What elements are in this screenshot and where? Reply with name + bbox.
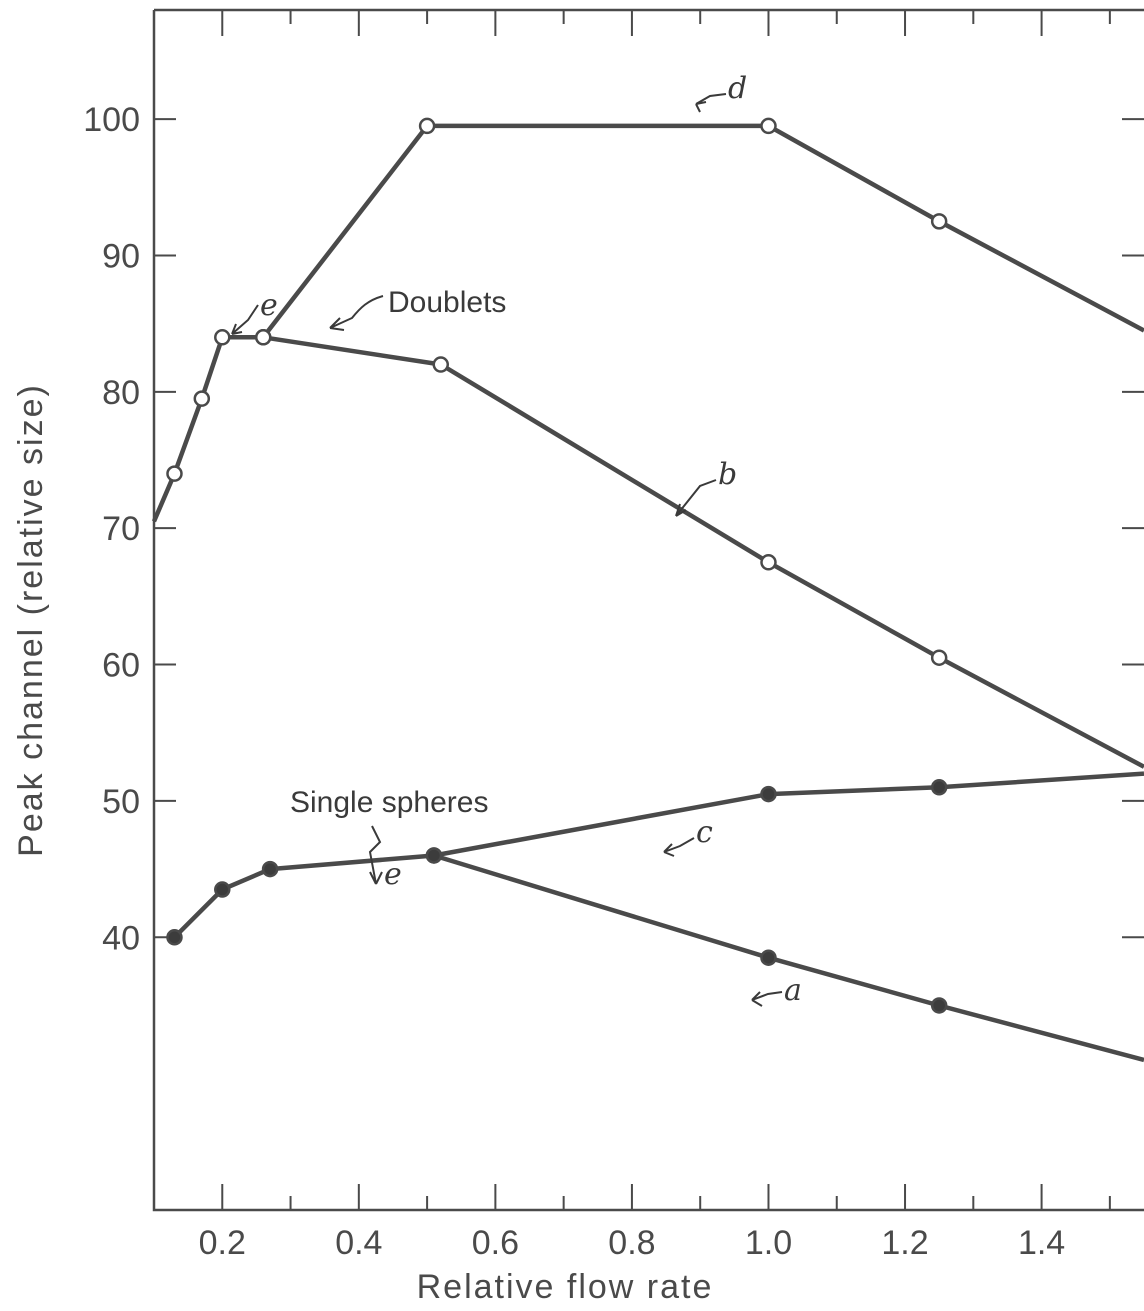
x-tick-label: 1.4 <box>1018 1224 1065 1262</box>
data-point-d <box>760 117 777 135</box>
y-tick-label: 100 <box>83 101 140 139</box>
data-point-c <box>760 785 777 803</box>
data-point-d <box>930 213 948 230</box>
doublets-arrow <box>329 295 384 331</box>
y-tick-label: 60 <box>102 647 140 685</box>
curve-label-c-arrow <box>663 837 695 857</box>
single-spheres-arrow <box>368 825 383 885</box>
curve-label-b-arrow <box>675 479 717 517</box>
y-tick-label: 80 <box>102 374 140 412</box>
x-tick-label: 0.8 <box>608 1224 655 1262</box>
data-point-d <box>214 329 231 346</box>
curve-label-e-bottom: e <box>384 857 402 892</box>
curve-label-a-arrow <box>751 991 783 1007</box>
data-point-c <box>214 881 231 898</box>
data-point-c <box>261 860 279 878</box>
data-point-b <box>930 649 948 666</box>
curve-label-d: d <box>728 71 747 106</box>
x-tick-label: 0.2 <box>199 1224 246 1262</box>
x-tick-label: 1.2 <box>881 1224 928 1262</box>
data-point-a <box>425 847 443 864</box>
data-point-a <box>760 949 777 966</box>
annotations: Doublets Single spheres d e b c e a <box>231 71 802 1008</box>
single-spheres-label: Single spheres <box>290 786 488 819</box>
x-axis-label: Relative flow rate <box>417 1268 714 1306</box>
x-axis-ticks: 0.2 0.4 0.6 0.8 1.0 1.2 1.4 <box>153 10 1111 1262</box>
data-point-d <box>418 117 436 135</box>
curve-label-a: a <box>784 973 802 1008</box>
series-line-a <box>433 853 1144 1063</box>
curve-label-c: c <box>696 815 713 850</box>
x-tick-label: 1.0 <box>745 1224 792 1262</box>
data-point-a <box>930 997 948 1014</box>
plot-frame <box>152 8 1144 1212</box>
series-d <box>151 117 1144 523</box>
data-point-c <box>930 779 948 796</box>
series-layer <box>151 117 1144 1063</box>
data-point-d <box>193 390 211 407</box>
data-point-b <box>760 554 777 571</box>
x-tick-label: 0.4 <box>335 1224 382 1262</box>
series-line-b <box>262 335 1144 769</box>
x-tick-label: 0.6 <box>472 1224 519 1262</box>
curve-label-e-top: e <box>260 288 278 323</box>
data-point-d <box>166 465 183 482</box>
y-tick-label: 90 <box>102 237 140 275</box>
doublets-label: Doublets <box>388 286 506 319</box>
series-a <box>425 847 1144 1063</box>
y-axis-label: Peak channel (relative size) <box>12 383 50 857</box>
curve-label-b: b <box>718 457 737 492</box>
series-line-d <box>151 123 1144 523</box>
data-point-c <box>166 929 183 946</box>
y-tick-label: 40 <box>102 919 140 957</box>
data-point-b <box>254 329 272 346</box>
axis-frame <box>152 8 1144 1212</box>
series-b <box>254 329 1144 769</box>
y-tick-label: 50 <box>102 783 140 821</box>
curve-label-d-arrow <box>695 93 727 113</box>
y-tick-label: 70 <box>102 510 140 548</box>
y-axis-ticks: 40 50 60 70 80 90 100 <box>83 101 1144 957</box>
curve-label-e-top-arrow <box>231 304 259 335</box>
data-point-b <box>432 356 450 373</box>
